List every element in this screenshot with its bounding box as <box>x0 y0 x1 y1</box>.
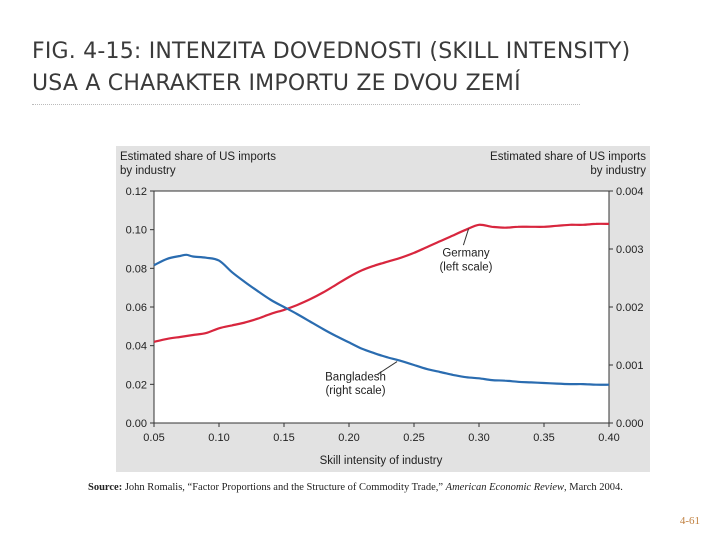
bangladesh-scale-label: (right scale) <box>325 385 385 397</box>
source-date: , March 2004. <box>564 482 623 493</box>
x-tick-label: 0.35 <box>533 432 554 444</box>
y-left-tick-label: 0.06 <box>126 302 147 314</box>
y-left-tick-label: 0.00 <box>126 418 147 430</box>
series-layer <box>153 222 610 386</box>
left-axis-title-line-2: by industry <box>120 165 176 177</box>
germany-label: Germany <box>442 248 490 260</box>
series-line-germany <box>153 222 610 343</box>
y-right-tick-label: 0.001 <box>616 360 644 372</box>
right-axis-title-line-1: Estimated share of US imports <box>490 151 646 163</box>
line-chart: Estimated share of US imports by industr… <box>116 146 650 472</box>
right-axis-title-line-2: by industry <box>590 165 646 177</box>
slide-title-line-1: FIG. 4-15: INTENZITA DOVEDNOSTI (SKILL I… <box>32 39 631 64</box>
series-labels: Germany(left scale) Bangladesh (right scal… <box>325 228 493 397</box>
y-right-tick-label: 0.003 <box>616 244 644 256</box>
source-note: Source: John Romalis, “Factor Proportion… <box>88 482 688 494</box>
x-tick-label: 0.20 <box>338 432 359 444</box>
plot-area <box>154 191 609 423</box>
y-left-tick-label: 0.12 <box>126 186 147 198</box>
y-left-tick-label: 0.10 <box>126 225 147 237</box>
x-tick-label: 0.30 <box>468 432 489 444</box>
slide-number: 4-61 <box>679 515 700 527</box>
x-axis-title: Skill intensity of industry <box>320 455 443 467</box>
x-tick-label: 0.10 <box>208 432 229 444</box>
germany-scale-label: (left scale) <box>439 261 492 273</box>
x-tick-label: 0.15 <box>273 432 294 444</box>
y-left-tick-label: 0.02 <box>126 379 147 391</box>
source-label: Source: <box>88 482 123 493</box>
slide-title: FIG. 4-15: INTENZITA DOVEDNOSTI (SKILL I… <box>32 36 712 100</box>
left-axis-title-line-1: Estimated share of US imports <box>120 151 276 163</box>
source-citation: John Romalis, “Factor Proportions and th… <box>122 482 446 493</box>
axes-layer: 0.00 0.02 0.04 0.06 0.08 0.10 0.12 0.000 0.001 0.… <box>126 186 644 444</box>
source-journal: American Economic Review <box>445 482 565 493</box>
germany-leader-line <box>462 228 470 246</box>
x-tick-label: 0.05 <box>143 432 164 444</box>
y-right-tick-label: 0.000 <box>616 418 644 430</box>
title-underline <box>32 104 580 105</box>
y-right-tick-label: 0.002 <box>616 302 644 314</box>
x-tick-label: 0.25 <box>403 432 424 444</box>
series-line-bangladesh <box>153 253 610 386</box>
x-tick-label: 0.40 <box>598 432 619 444</box>
bangladesh-label: Bangladesh <box>325 371 386 383</box>
bangladesh-leader-line <box>377 361 398 375</box>
y-right-tick-label: 0.004 <box>616 186 644 198</box>
chart-figure: Estimated share of US imports by industr… <box>116 146 650 472</box>
y-left-tick-label: 0.08 <box>126 263 147 275</box>
slide-title-line-2: USA A CHARAKTER IMPORTU ZE DVOU ZEMÍ <box>32 71 521 96</box>
y-left-tick-label: 0.04 <box>126 341 147 353</box>
